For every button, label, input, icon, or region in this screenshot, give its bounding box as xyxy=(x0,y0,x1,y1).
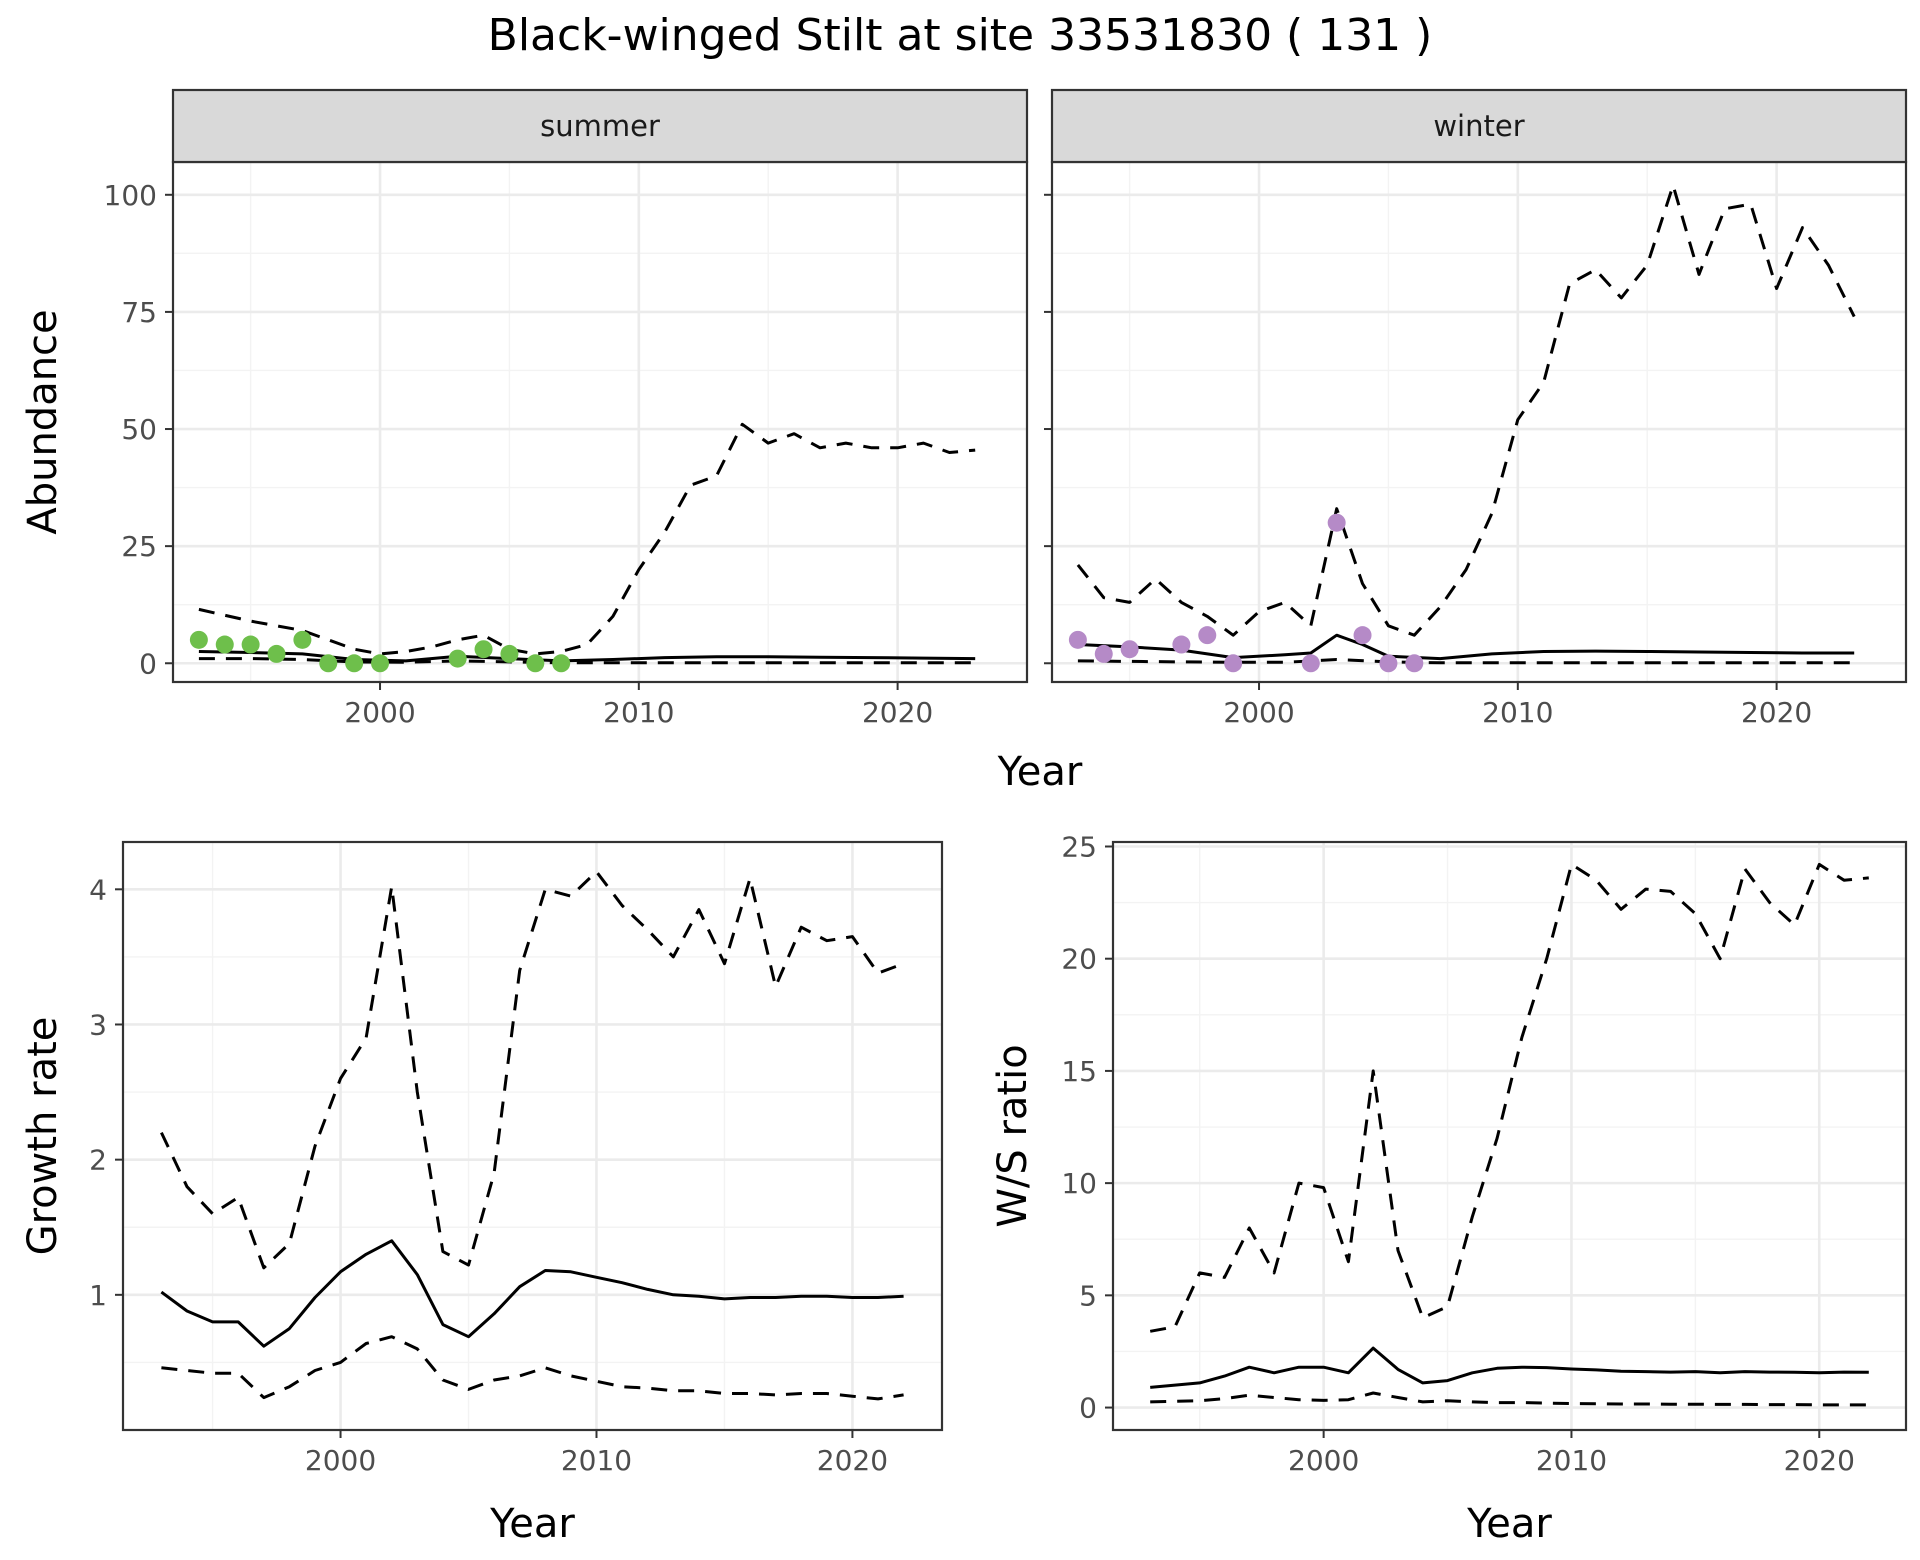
observed-point xyxy=(189,630,208,649)
estimate-line xyxy=(1150,1346,1869,1389)
observed-point xyxy=(241,635,260,654)
y-tick-label: 25 xyxy=(121,530,157,563)
x-tick-label: 2010 xyxy=(1536,1444,1607,1477)
panel-border xyxy=(121,840,944,1432)
observed-point xyxy=(1353,626,1372,645)
x-tick-label: 2010 xyxy=(603,696,674,729)
panel-border xyxy=(1111,840,1908,1432)
shared-x-axis-title: Year xyxy=(997,749,1083,795)
x-tick-label: 2020 xyxy=(862,696,933,729)
observed-point xyxy=(293,630,312,649)
x-tick-label: 2000 xyxy=(1223,696,1294,729)
x-tick-label: 2020 xyxy=(1741,696,1812,729)
observed-point xyxy=(1172,635,1191,654)
figure-title: Black-winged Stilt at site 33531830 ( 13… xyxy=(488,10,1433,61)
y-tick-label: 50 xyxy=(121,413,157,446)
facet-strip xyxy=(171,88,1029,164)
observed-point xyxy=(215,635,234,654)
observed-point xyxy=(552,654,571,673)
panel-winter: winter 2000 2010 2020 xyxy=(1044,88,1908,729)
estimate-line xyxy=(1077,633,1855,661)
y-tick-label: 10 xyxy=(1061,1167,1097,1200)
y-tick-label: 2 xyxy=(89,1144,107,1177)
x-tick-label: 2020 xyxy=(817,1444,888,1477)
lower-bound-line xyxy=(198,657,976,665)
y-tick-label: 0 xyxy=(1079,1392,1097,1425)
upper-bound-line xyxy=(1076,183,1856,637)
lower-bound-line xyxy=(1150,1391,1869,1407)
observed-point xyxy=(1068,630,1087,649)
y-tick-label: 5 xyxy=(1079,1279,1097,1312)
observed-point xyxy=(474,640,493,659)
y-tick-label: 3 xyxy=(89,1008,107,1041)
observed-point xyxy=(1120,640,1139,659)
x-axis-title: Year xyxy=(1466,1501,1552,1547)
y-tick-label: 25 xyxy=(1061,830,1097,863)
observed-point xyxy=(1198,626,1217,645)
x-axis-title: Year xyxy=(489,1501,575,1547)
observed-point xyxy=(448,649,467,668)
observed-point xyxy=(1327,513,1346,532)
y-tick-label: 4 xyxy=(89,873,107,906)
observed-point xyxy=(1224,654,1243,673)
y-axis-title: Growth rate xyxy=(20,1017,66,1256)
y-tick-label: 15 xyxy=(1061,1055,1097,1088)
facet-label: winter xyxy=(1433,109,1524,143)
observed-point xyxy=(371,654,390,673)
upper-bound-line xyxy=(160,870,905,1270)
lower-bound-line xyxy=(161,1335,904,1401)
y-tick-label: 75 xyxy=(121,296,157,329)
observed-point xyxy=(526,654,545,673)
panel-summer: summer 2000 2010 2020 0 25 50 75 100 Abundance xyxy=(20,88,1029,729)
lower-bound-line xyxy=(1077,658,1855,665)
y-axis-title: Abundance xyxy=(20,309,66,534)
observed-point xyxy=(319,654,338,673)
x-tick-label: 2010 xyxy=(1482,696,1553,729)
estimate-line xyxy=(160,1239,904,1348)
facet-label: summer xyxy=(540,109,660,143)
x-tick-label: 2010 xyxy=(561,1444,632,1477)
upper-bound-line xyxy=(1149,862,1869,1333)
x-tick-label: 2000 xyxy=(344,696,415,729)
y-axis-title: W/S ratio xyxy=(990,1044,1036,1227)
observed-point xyxy=(1094,644,1113,663)
observed-point xyxy=(1301,654,1320,673)
observed-point xyxy=(1379,654,1398,673)
panel-growth-rate: 2000 2010 2020 1 2 3 4 Growth rate Year xyxy=(20,840,944,1547)
y-tick-label: 1 xyxy=(89,1279,107,1312)
observed-point xyxy=(1405,654,1424,673)
x-tick-label: 2020 xyxy=(1784,1444,1855,1477)
y-tick-label: 0 xyxy=(139,647,157,680)
x-tick-label: 2000 xyxy=(305,1444,376,1477)
observed-point xyxy=(500,644,519,663)
x-tick-label: 2000 xyxy=(1288,1444,1359,1477)
y-tick-label: 20 xyxy=(1061,943,1097,976)
observed-point xyxy=(345,654,364,673)
observed-point xyxy=(267,644,286,663)
panel-ws-ratio: 2000 2010 2020 0 5 10 15 20 25 W/S ratio Year xyxy=(990,830,1908,1547)
facet-strip xyxy=(1050,88,1908,164)
upper-bound-line xyxy=(198,422,976,656)
y-tick-label: 100 xyxy=(104,179,157,212)
